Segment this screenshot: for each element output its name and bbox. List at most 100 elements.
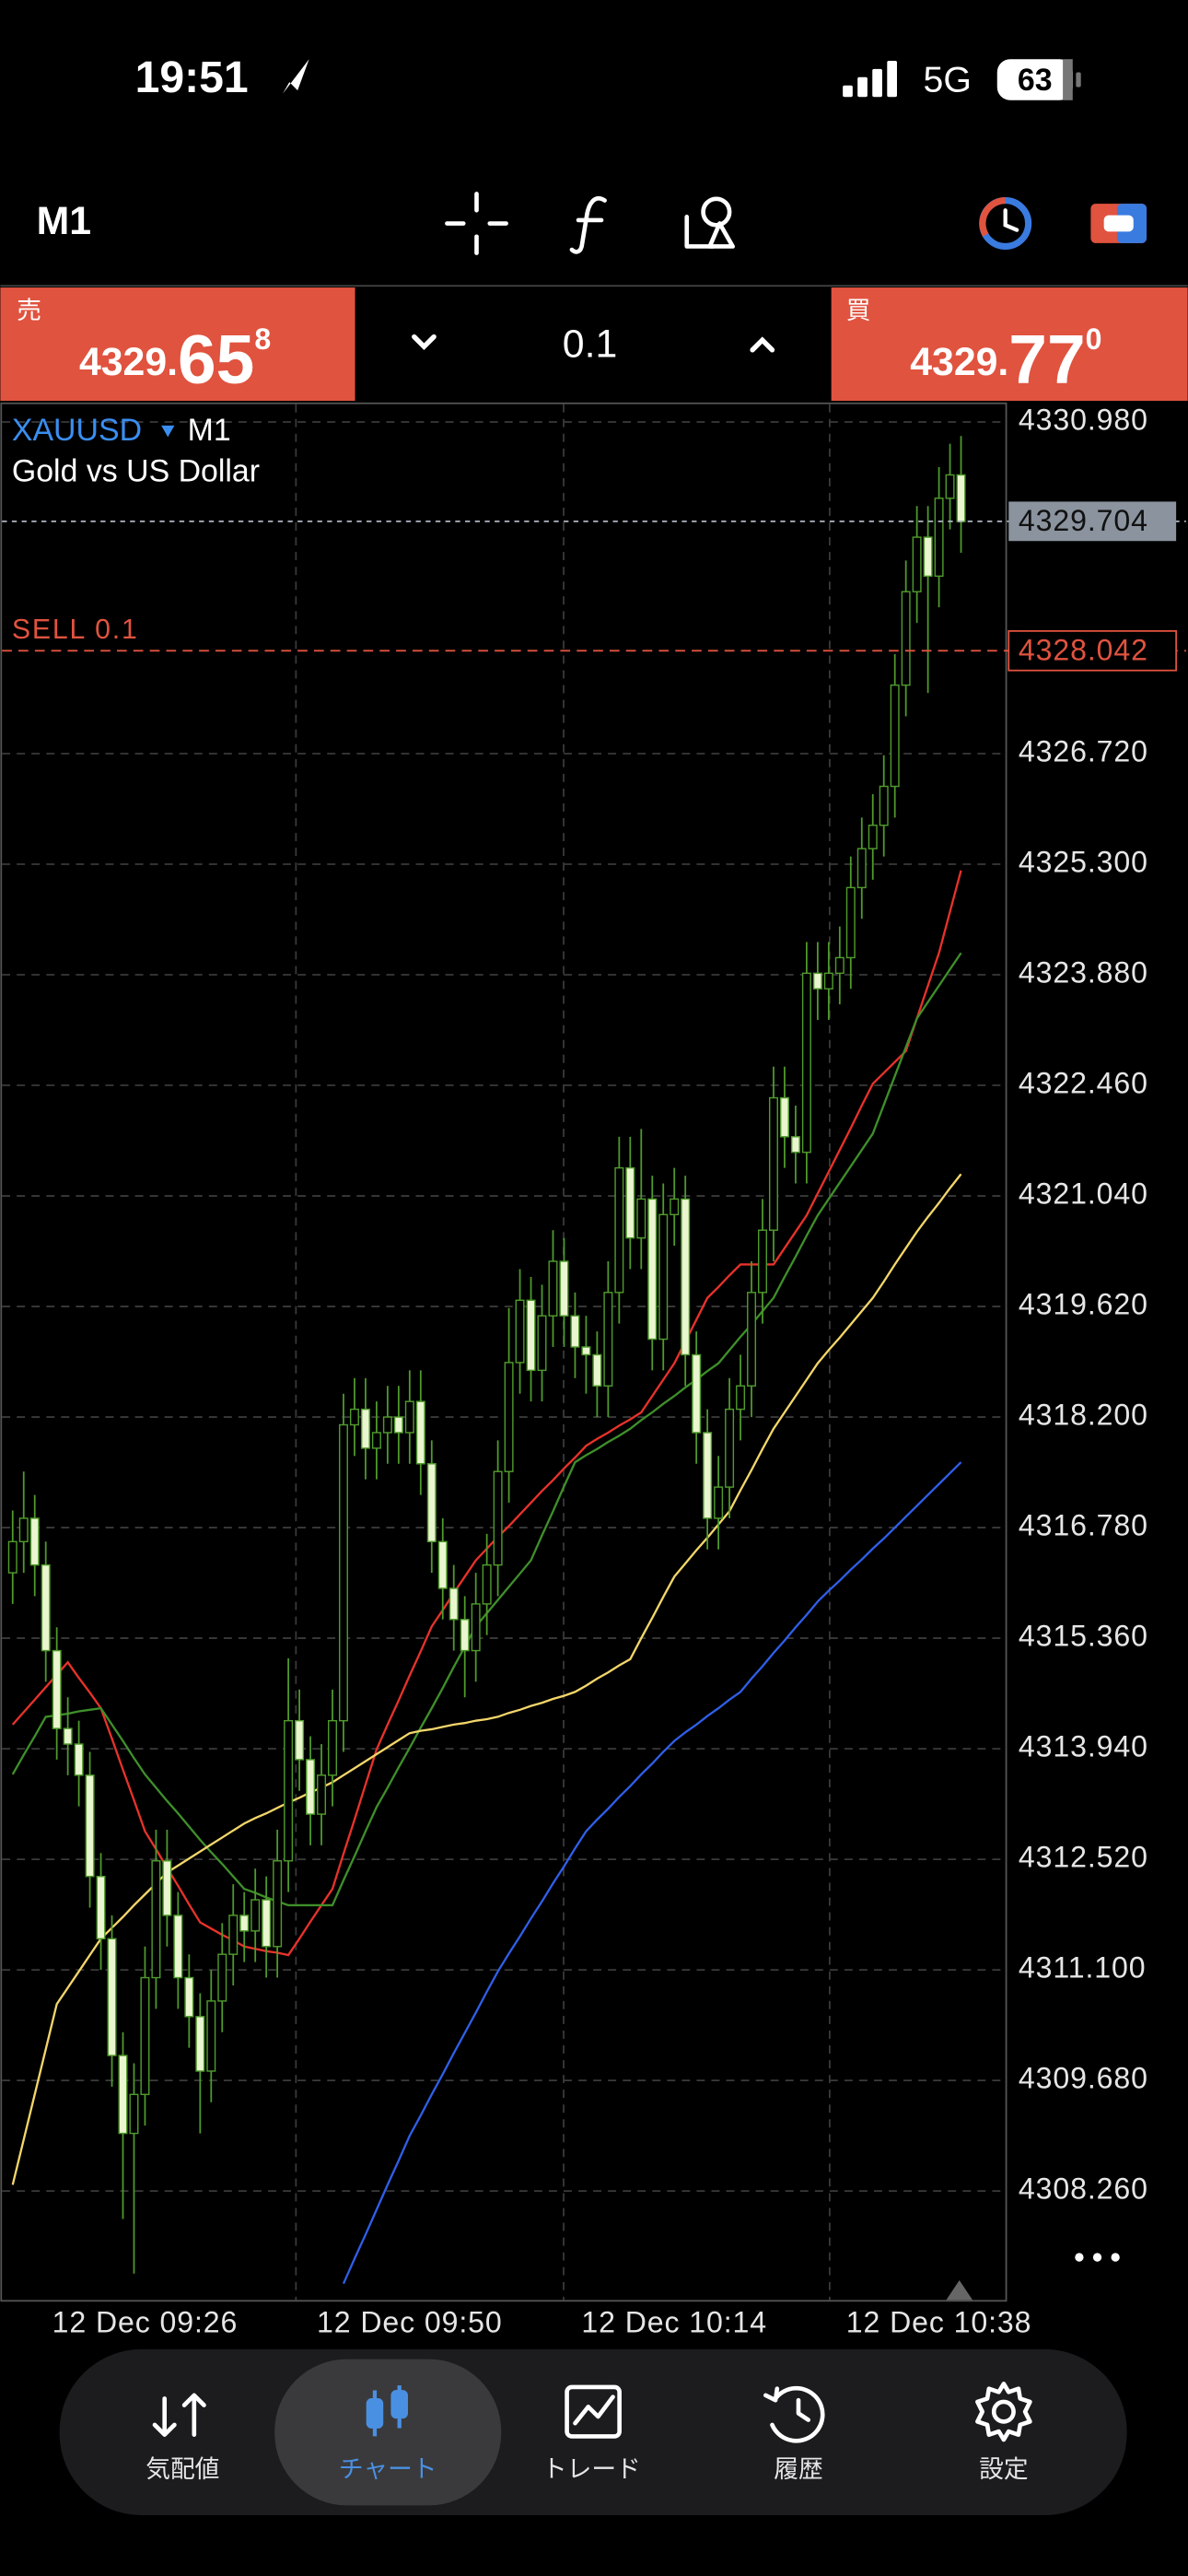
sell-price-big: 65	[178, 321, 254, 398]
candle-body	[217, 1953, 227, 2002]
candle-body	[284, 1719, 294, 1862]
x-tick-label: 12 Dec 09:50	[317, 2306, 503, 2339]
y-tick-label: 4313.940	[1019, 1730, 1148, 1763]
quotes-icon	[152, 2393, 206, 2437]
buy-button[interactable]	[831, 287, 1188, 402]
tab-label[interactable]: 設定	[979, 2455, 1028, 2483]
timeframe-button[interactable]: M1	[37, 199, 91, 243]
candle-body	[74, 1743, 84, 1776]
indicators-button[interactable]	[569, 196, 607, 254]
candle-body	[184, 1976, 194, 2018]
candle-body	[647, 1198, 658, 1341]
position-price-label: 4328.042	[1019, 634, 1148, 667]
battery-tip	[1076, 72, 1081, 88]
candle-body	[306, 1759, 316, 1815]
candle-body	[747, 1292, 757, 1387]
y-tick-label: 4308.260	[1019, 2172, 1148, 2206]
candle-body	[670, 1198, 680, 1216]
candle-body	[96, 1875, 106, 1940]
y-tick-label: 4311.100	[1019, 1951, 1147, 1985]
y-tick-label: 4309.680	[1019, 2062, 1148, 2095]
trade-button[interactable]	[1090, 204, 1147, 243]
candle-body	[273, 1860, 283, 1948]
x-tick-label: 12 Dec 10:14	[581, 2306, 767, 2339]
candle-body	[173, 1914, 183, 1979]
candle-body	[956, 474, 966, 522]
trade-icon	[565, 2384, 622, 2439]
y-tick-label: 4319.620	[1019, 1288, 1148, 1321]
battery-empty	[1063, 59, 1073, 100]
chart-subtitle: Gold vs US Dollar	[12, 454, 260, 489]
sell-button[interactable]	[0, 287, 355, 402]
candle-body	[448, 1587, 459, 1621]
buy-price-small: 4329.	[910, 340, 1008, 384]
buy-label: 買	[846, 297, 871, 324]
candle-body	[725, 1408, 735, 1488]
volume[interactable]: 0.1	[563, 322, 617, 367]
candle-body	[912, 536, 922, 592]
candle-body	[779, 1096, 789, 1138]
candle-body	[890, 684, 900, 788]
indicator-line	[342, 1461, 962, 2285]
candle-body	[603, 1292, 613, 1387]
candle-body	[437, 1540, 448, 1589]
candle-body	[262, 1899, 272, 1948]
candle-body	[879, 785, 889, 826]
tab-label[interactable]: トレード	[542, 2455, 641, 2483]
battery	[996, 59, 1073, 100]
candle-body	[692, 1353, 702, 1434]
tab-label[interactable]: 気配値	[146, 2455, 219, 2483]
candle-body	[140, 1976, 150, 2096]
candle-body	[658, 1213, 669, 1341]
volume-up[interactable]	[750, 336, 775, 353]
chart-icon	[366, 2385, 408, 2437]
candle-body	[614, 1166, 624, 1294]
candle-body	[415, 1400, 425, 1465]
crosshair-button[interactable]	[445, 192, 508, 255]
candle-body	[338, 1423, 348, 1722]
symbol-dropdown[interactable]	[161, 425, 175, 438]
candle-body	[18, 1517, 29, 1542]
symbol[interactable]: XAUUSD	[12, 413, 142, 448]
candle-body	[823, 972, 833, 989]
candle-body	[537, 1315, 547, 1372]
candle-body	[426, 1463, 437, 1542]
x-tick-label: 12 Dec 10:38	[846, 2306, 1032, 2339]
candle-body	[570, 1315, 580, 1348]
candle-body	[845, 886, 856, 959]
candle-body	[482, 1563, 492, 1605]
buy-price-big: 77	[1008, 321, 1085, 398]
y-tick-label: 4312.520	[1019, 1841, 1148, 1874]
candle-body	[85, 1774, 95, 1878]
tab-label[interactable]: チャート	[339, 2455, 437, 2483]
candle-body	[515, 1299, 525, 1364]
y-tick-label: 4323.880	[1019, 956, 1148, 989]
candle-body	[52, 1649, 62, 1729]
chart[interactable]	[0, 402, 1186, 2302]
clock: 19:51	[135, 53, 249, 102]
y-tick-label: 4316.780	[1019, 1509, 1148, 1542]
objects-button[interactable]	[684, 196, 735, 249]
y-tick-label: 4325.300	[1019, 846, 1148, 879]
tab-label[interactable]: 履歴	[774, 2455, 822, 2483]
one-click-button[interactable]	[979, 196, 1032, 251]
candle-body	[206, 2000, 216, 2072]
candle-body	[581, 1346, 591, 1356]
x-tick-label: 12 Dec 09:26	[52, 2306, 239, 2339]
volume-down[interactable]	[412, 334, 437, 351]
candle-body	[868, 825, 878, 849]
y-tick-label: 4315.360	[1019, 1620, 1148, 1653]
candle-body	[118, 2055, 128, 2135]
tab-labels: 気配値 チャート トレード 履歴 設定	[146, 2455, 1028, 2483]
candle-body	[736, 1385, 746, 1411]
candle-body	[625, 1166, 635, 1239]
candle-body	[790, 1136, 800, 1153]
candle-body	[856, 848, 867, 889]
candle-body	[526, 1299, 536, 1372]
sell-label: 売	[17, 297, 41, 324]
more-button[interactable]	[1075, 2253, 1120, 2262]
candle-body	[460, 1619, 470, 1652]
